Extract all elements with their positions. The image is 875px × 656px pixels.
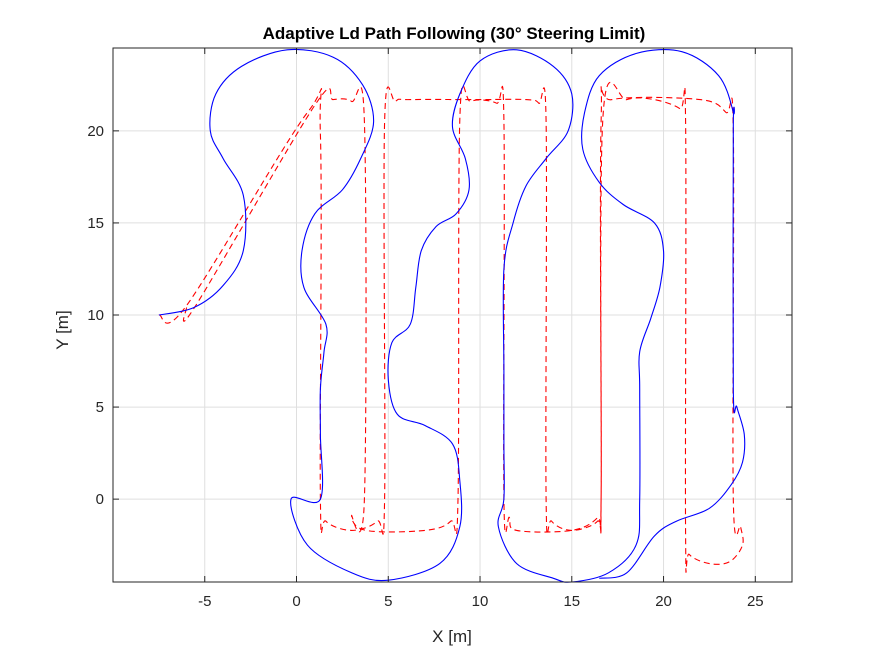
y-tick-label: 20 (87, 123, 104, 140)
y-axis-label: Y [m] (53, 310, 72, 349)
x-tick-label: 25 (747, 593, 764, 610)
grid (113, 48, 792, 582)
x-tick-label: 10 (472, 593, 489, 610)
tick-marks: -5 0 5 10 15 20 25 0 5 10 15 20 (87, 48, 792, 610)
x-tick-label: 15 (563, 593, 580, 610)
chart-title: Adaptive Ld Path Following (30° Steering… (263, 24, 646, 43)
vehicle-path-line (158, 48, 746, 583)
y-tick-label: 10 (87, 307, 104, 324)
x-axis-label: X [m] (432, 627, 472, 646)
y-tick-label: 0 (96, 491, 104, 508)
reference-path-line (158, 81, 744, 573)
plot-area (158, 48, 746, 583)
x-tick-label: -5 (198, 593, 211, 610)
x-tick-label: 5 (384, 593, 392, 610)
y-tick-label: 5 (96, 399, 104, 416)
x-tick-label: 20 (655, 593, 672, 610)
x-tick-label: 0 (292, 593, 300, 610)
y-tick-label: 15 (87, 215, 104, 232)
